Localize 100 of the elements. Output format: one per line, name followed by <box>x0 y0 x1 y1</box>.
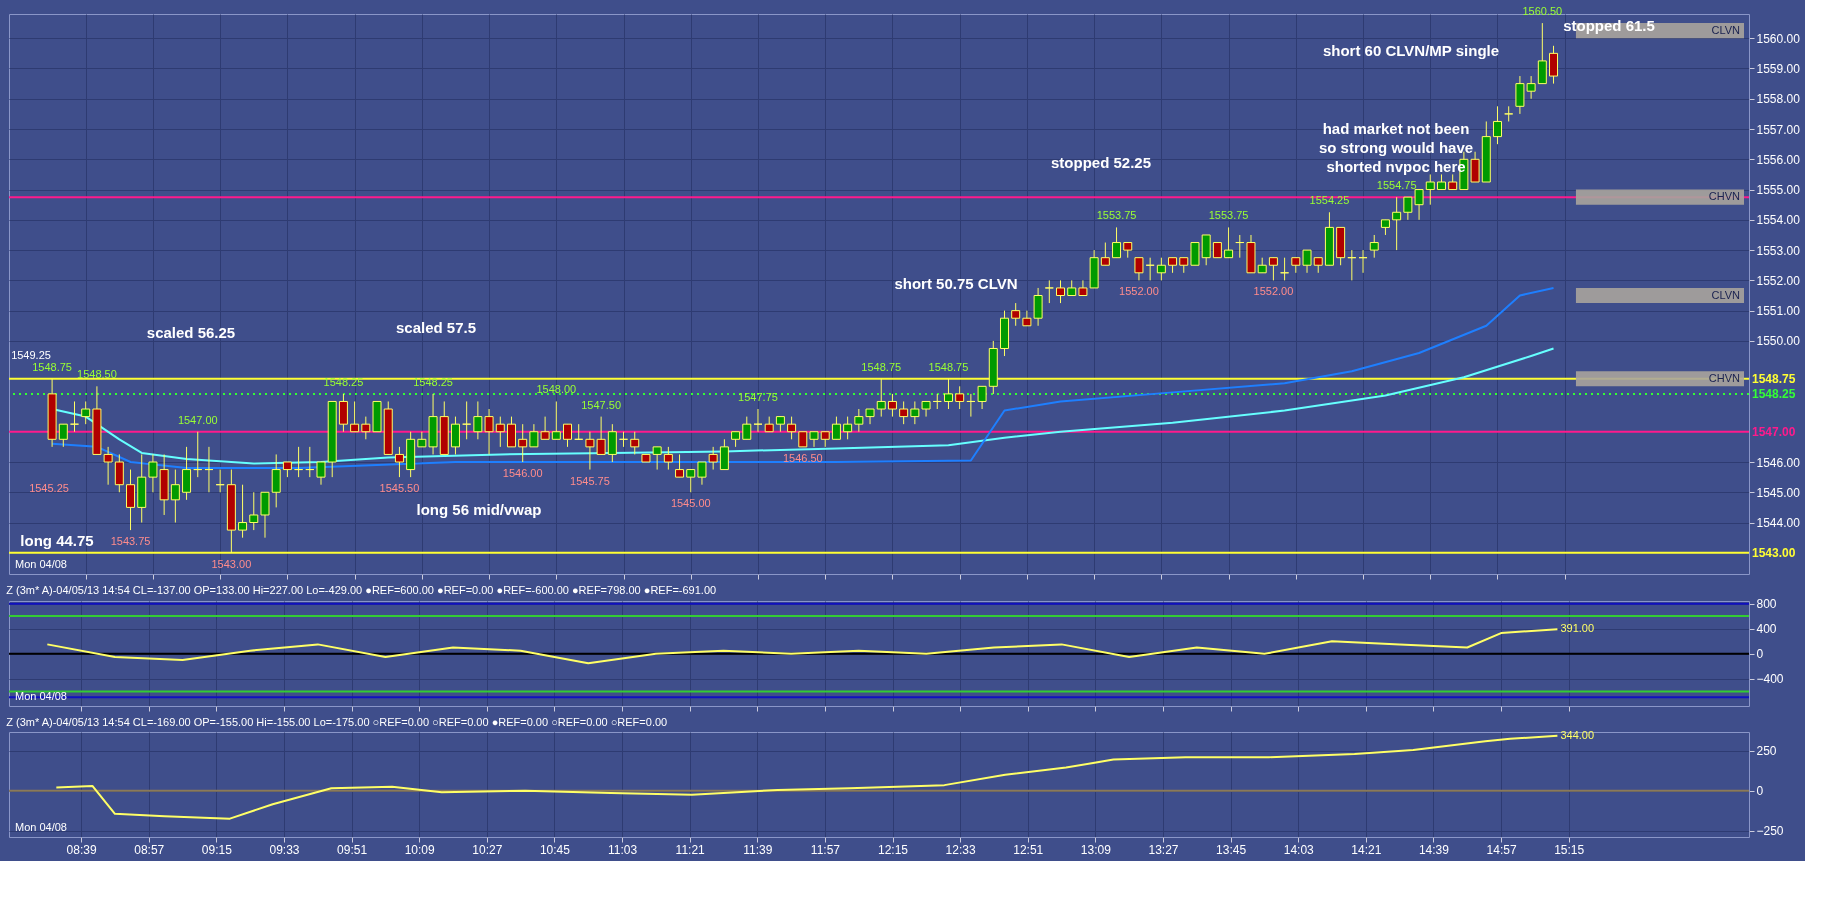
candlestick <box>1537 22 1547 85</box>
candlestick <box>854 408 864 433</box>
annotation: 1545.50 <box>379 482 420 495</box>
annotation: 1560.50 <box>1522 5 1563 18</box>
candlestick <box>1156 257 1166 281</box>
x-tick-label: 10:09 <box>404 842 436 857</box>
candlestick <box>316 461 326 486</box>
ref-line-label: 1543.00 <box>1752 545 1796 560</box>
candlestick <box>1493 105 1502 145</box>
candlestick <box>887 393 897 418</box>
candlestick <box>81 400 91 425</box>
y-tick-label: 1552.00 <box>1756 273 1801 288</box>
x-tick-label: 11:57 <box>810 842 841 857</box>
x-tick-label: 08:39 <box>66 842 97 857</box>
annotation: scaled 57.5 <box>395 319 477 336</box>
annotation: 1545.75 <box>570 474 610 487</box>
y-tick-label: −250 <box>1756 824 1784 839</box>
candlestick <box>719 438 729 471</box>
candlestick <box>1134 257 1144 281</box>
x-tick-label: 14:21 <box>1351 842 1382 857</box>
candlestick <box>876 378 886 418</box>
x-tick-label: 08:57 <box>134 842 165 857</box>
candlestick <box>1056 279 1066 304</box>
y-tick-label: 1555.00 <box>1756 183 1801 198</box>
candlestick <box>1112 226 1122 259</box>
candlestick <box>787 416 797 440</box>
candlestick <box>563 423 573 448</box>
annotation: Mon 04/08 <box>15 690 67 702</box>
y-tick-label: 1560.00 <box>1756 31 1801 46</box>
x-tick-label: 12:15 <box>878 842 909 857</box>
annotation: 1548.75 <box>32 360 72 373</box>
candlestick <box>607 423 617 463</box>
annotation: 1547.75 <box>738 391 778 404</box>
band-label: CLVN <box>1711 288 1741 301</box>
x-tick-label: 09:33 <box>269 842 300 857</box>
y-tick-label: 0 <box>1756 784 1764 799</box>
candlestick <box>708 446 718 471</box>
x-tick-label: 15:15 <box>1554 842 1585 857</box>
y-tick-label: 1556.00 <box>1756 152 1801 167</box>
y-tick-label: 250 <box>1756 744 1777 759</box>
annotation: 391.00 <box>1560 622 1595 635</box>
band-label: CHVN <box>1708 371 1741 384</box>
candlestick <box>394 446 404 478</box>
band-label: CHVN <box>1708 190 1741 203</box>
annotation: 1543.75 <box>110 535 151 548</box>
y-tick-label: 1558.00 <box>1756 92 1801 107</box>
x-tick-label: 11:39 <box>743 842 773 857</box>
chart-title: Z (3m* A)-04/05/13 14:54 CL=-169.00 OP=-155.00 Hi=-155.00 Lo=-175.00 ○REF=0.00 ○REF=0.00 ●REF=0.00 ○REF=0.00 ○REF=0.00 <box>6 715 668 728</box>
candlestick <box>1302 249 1312 274</box>
candlestick <box>249 491 259 531</box>
candlestick <box>977 385 987 410</box>
candlestick <box>495 416 505 448</box>
ref-line-label: 1547.00 <box>1752 424 1796 439</box>
candlestick <box>350 400 360 433</box>
annotation: short 60 CLVN/MP single <box>1322 42 1500 59</box>
candlestick <box>1100 242 1110 266</box>
candlestick <box>697 461 707 486</box>
candlestick <box>450 416 460 455</box>
candlestick <box>260 491 270 539</box>
y-tick-label: 800 <box>1756 597 1777 612</box>
annotation: 1554.75 <box>1376 179 1417 192</box>
annotation: stopped 52.25 <box>1050 154 1152 171</box>
candlestick <box>865 408 875 425</box>
candlestick <box>238 484 248 539</box>
candlestick <box>506 416 516 448</box>
candlestick <box>271 453 281 508</box>
annotation: Mon 04/08 <box>15 558 67 570</box>
annotation: 1548.50 <box>77 368 117 381</box>
annotation: 1546.50 <box>782 451 823 464</box>
candlestick <box>518 423 528 463</box>
line-series <box>46 628 1559 665</box>
candlestick <box>1268 257 1278 281</box>
annotation: 1552.00 <box>1253 285 1294 298</box>
annotation: 1549.25 <box>11 349 51 361</box>
y-tick-label: 1545.00 <box>1756 485 1801 500</box>
x-tick-label: 14:39 <box>1418 842 1450 857</box>
chart-title: Z (3m* A)-04/05/13 14:54 CL=-137.00 OP=133.00 Hi=227.00 Lo=-429.00 ●REF=600.00 ●REF=0.00 ●REF=-600.00 ●REF=798.00 ●REF=-691.00 <box>6 583 717 596</box>
candlestick <box>809 431 819 448</box>
annotation: 1548.00 <box>536 383 577 396</box>
annotation: 1543.00 <box>211 557 252 570</box>
y-tick-label: 1544.00 <box>1756 516 1801 531</box>
candlestick <box>675 453 685 478</box>
candlestick <box>114 453 124 493</box>
candlestick <box>126 469 136 531</box>
annotation: 344.00 <box>1560 728 1595 741</box>
annotation: long 56 mid/vwap <box>416 501 542 518</box>
annotation: 1553.75 <box>1096 209 1137 222</box>
annotation: Mon 04/08 <box>15 821 67 833</box>
y-tick-label: −400 <box>1756 672 1784 687</box>
candlestick <box>361 416 371 440</box>
ref-line-label: 1548.25 <box>1752 386 1796 401</box>
candlestick <box>1011 302 1021 327</box>
x-tick-label: 13:45 <box>1216 842 1247 857</box>
x-tick-label: 13:09 <box>1080 842 1112 857</box>
ref-line-label: 1548.75 <box>1752 371 1796 386</box>
candlestick <box>1392 196 1402 251</box>
annotation: long 44.75 <box>20 532 94 549</box>
annotation: scaled 56.25 <box>146 324 236 341</box>
candlestick <box>742 416 752 440</box>
candlestick <box>1224 226 1234 259</box>
